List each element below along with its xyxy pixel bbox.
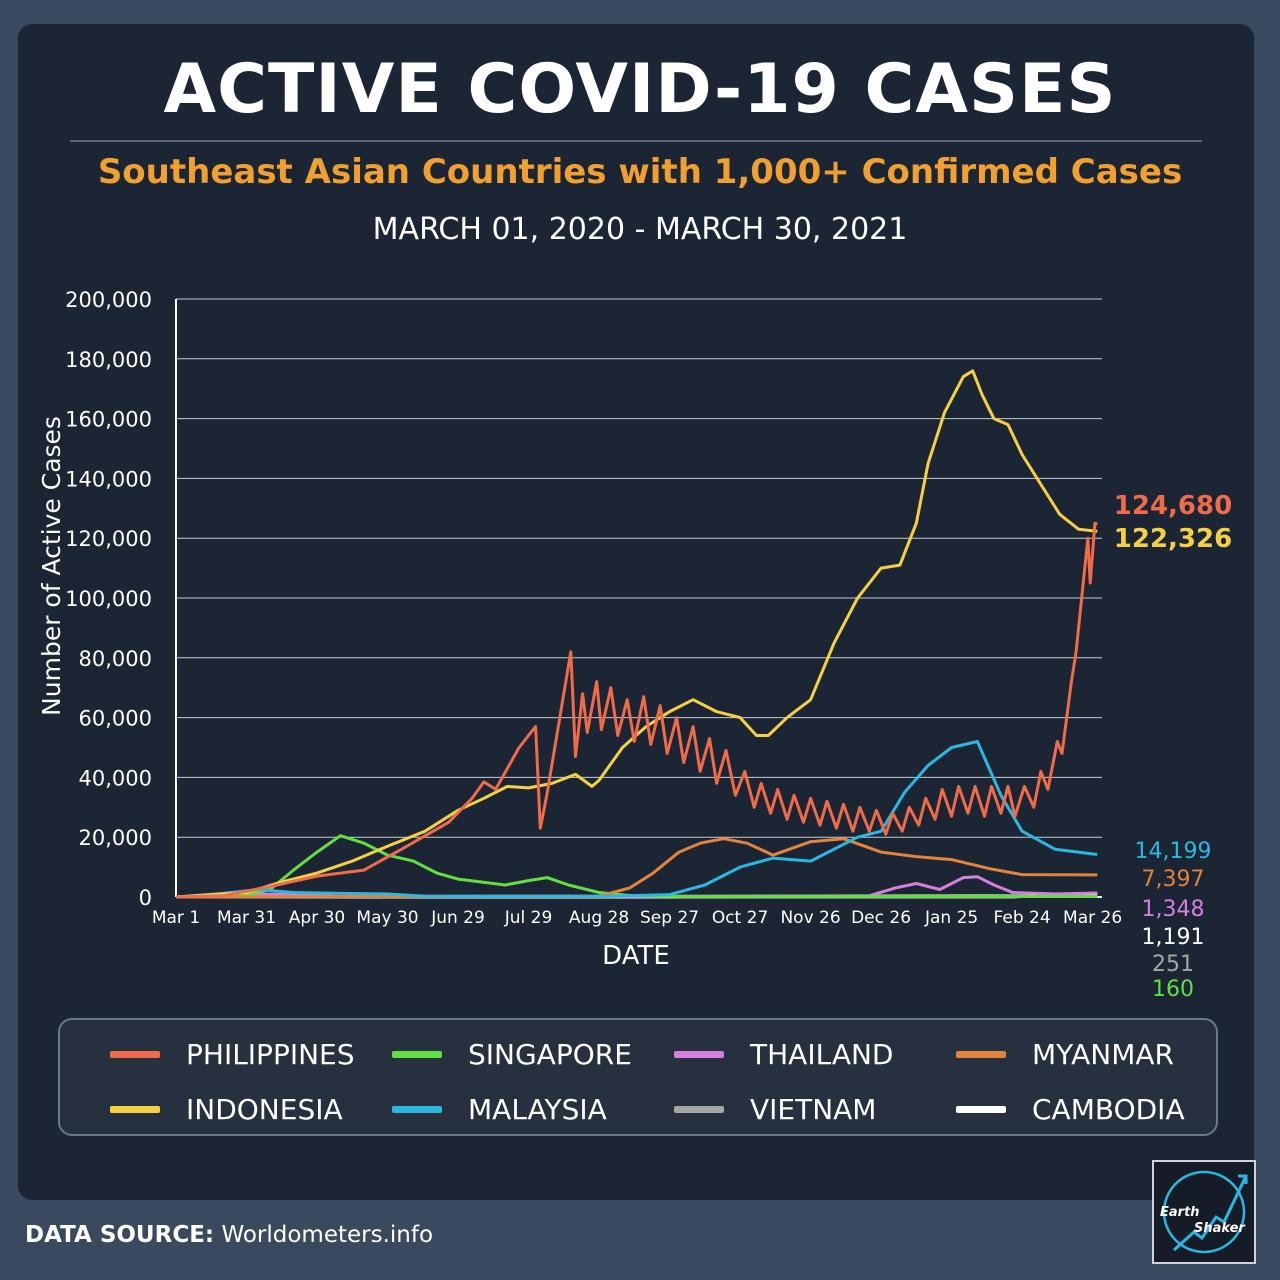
series-line-indonesia [175, 369, 1098, 899]
series-line-thailand [175, 875, 1098, 899]
x-tick-label: Jul 29 [504, 908, 553, 928]
x-tick-label: Mar 31 [217, 908, 276, 928]
legend-swatch [956, 1106, 1006, 1113]
y-tick-label: 140,000 [65, 467, 152, 491]
legend-label: MYANMAR [1032, 1038, 1174, 1071]
legend-label: PHILIPPINES [186, 1038, 355, 1071]
legend-item-singapore: SINGAPORE [392, 1038, 632, 1071]
chart-legend: PHILIPPINES SINGAPORE THAILAND MYANMAR INDON… [58, 1018, 1218, 1136]
data-source-value: Worldometers.info [221, 1222, 434, 1248]
x-tick-label: Nov 26 [780, 908, 840, 928]
legend-swatch [110, 1051, 160, 1058]
x-tick-label: Feb 24 [994, 908, 1051, 928]
y-tick-label: 100,000 [65, 587, 152, 611]
end-label-vietnam: 251 [1152, 952, 1194, 977]
date-range: MARCH 01, 2020 - MARCH 30, 2021 [372, 212, 908, 247]
line-chart: 0 20,000 40,000 60,000 80,000 100,000 120,000 1… [37, 288, 1232, 1002]
legend-swatch [392, 1106, 442, 1113]
x-tick-label: Mar 1 [152, 908, 200, 928]
y-tick-label: 20,000 [79, 826, 152, 850]
end-label-thailand: 1,348 [1142, 897, 1205, 922]
series-line-singapore [175, 834, 1098, 899]
legend-label: THAILAND [750, 1038, 894, 1071]
x-axis-title: DATE [602, 941, 670, 971]
earthshaker-logo: Earth Shaker [1152, 1160, 1256, 1264]
title-divider [70, 140, 1202, 142]
x-tick-label: Sep 27 [640, 908, 699, 928]
x-tick-label: May 30 [356, 908, 418, 928]
legend-item-myanmar: MYANMAR [956, 1038, 1174, 1071]
legend-label: MALAYSIA [468, 1093, 607, 1126]
logo-text-2: Shaker [1194, 1221, 1246, 1236]
end-label-malaysia: 14,199 [1135, 839, 1212, 864]
end-label-indonesia: 122,326 [1114, 524, 1232, 554]
data-source: DATA SOURCE: Worldometers.info [25, 1222, 433, 1248]
x-tick-label: Mar 26 [1063, 908, 1122, 928]
y-tick-label: 160,000 [65, 408, 152, 432]
series-line-malaysia [175, 740, 1098, 899]
y-axis-title: Number of Active Cases [37, 416, 66, 716]
y-tick-label: 60,000 [79, 707, 152, 731]
legend-item-malaysia: MALAYSIA [392, 1093, 607, 1126]
y-tick-label: 180,000 [65, 348, 152, 372]
series-line-myanmar [175, 837, 1098, 899]
y-tick-label: 200,000 [65, 288, 152, 312]
x-tick-label: Jan 25 [924, 908, 978, 928]
y-tick-label: 80,000 [79, 647, 152, 671]
logo-icon: Earth Shaker [1160, 1170, 1248, 1254]
end-label-philippines: 124,680 [1114, 491, 1232, 521]
legend-label: VIETNAM [750, 1093, 877, 1126]
legend-label: SINGAPORE [468, 1038, 632, 1071]
y-tick-label: 40,000 [79, 766, 152, 790]
legend-swatch [392, 1051, 442, 1058]
legend-item-cambodia: CAMBODIA [956, 1093, 1185, 1126]
x-tick-label: Apr 30 [289, 908, 345, 928]
end-label-cambodia: 1,191 [1142, 925, 1205, 950]
y-tick-label: 0 [139, 886, 152, 910]
data-source-label: DATA SOURCE: [25, 1222, 215, 1248]
legend-swatch [674, 1106, 724, 1113]
end-label-myanmar: 7,397 [1142, 867, 1205, 892]
legend-item-vietnam: VIETNAM [674, 1093, 876, 1126]
legend-item-philippines: PHILIPPINES [110, 1038, 355, 1071]
x-tick-label: Jun 29 [430, 908, 485, 928]
legend-label: CAMBODIA [1032, 1093, 1185, 1126]
y-tick-label: 120,000 [65, 527, 152, 551]
legend-label: INDONESIA [186, 1093, 343, 1126]
x-tick-label: Dec 26 [851, 908, 911, 928]
x-tick-label: Oct 27 [712, 908, 768, 928]
end-label-singapore: 160 [1152, 977, 1194, 1002]
series-line-philippines [175, 521, 1098, 899]
chart-card [18, 24, 1254, 1200]
legend-swatch [110, 1106, 160, 1113]
legend-swatch [674, 1051, 724, 1058]
chart-subtitle: Southeast Asian Countries with 1,000+ Co… [97, 152, 1183, 192]
page-title: ACTIVE COVID-19 CASES [163, 50, 1117, 129]
x-tick-label: Aug 28 [569, 908, 629, 928]
logo-text-1: Earth [1160, 1205, 1200, 1220]
legend-swatch [956, 1051, 1006, 1058]
legend-item-indonesia: INDONESIA [110, 1093, 343, 1126]
legend-item-thailand: THAILAND [674, 1038, 893, 1071]
